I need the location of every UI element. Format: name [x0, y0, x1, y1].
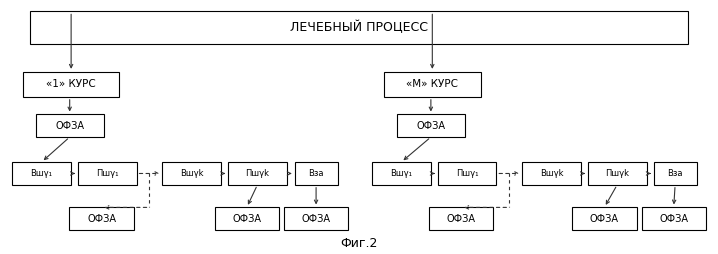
FancyBboxPatch shape [572, 208, 636, 230]
Text: Пшγk: Пшγk [246, 169, 269, 178]
Text: ОФЗА: ОФЗА [447, 214, 476, 224]
FancyBboxPatch shape [23, 72, 119, 97]
FancyBboxPatch shape [12, 162, 71, 185]
Text: Вшγk: Вшγk [540, 169, 563, 178]
Text: Вшγk: Вшγk [180, 169, 203, 178]
Text: Пшγ₁: Пшγ₁ [96, 169, 118, 178]
FancyBboxPatch shape [215, 208, 279, 230]
Text: «1» КУРС: «1» КУРС [46, 79, 96, 89]
FancyBboxPatch shape [70, 208, 134, 230]
FancyBboxPatch shape [438, 162, 496, 185]
FancyBboxPatch shape [162, 162, 221, 185]
Text: Пшγ₁: Пшγ₁ [456, 169, 478, 178]
FancyBboxPatch shape [284, 208, 348, 230]
Text: «M» КУРС: «M» КУРС [406, 79, 458, 89]
Text: ОФЗА: ОФЗА [55, 121, 84, 131]
Text: ОФЗА: ОФЗА [659, 214, 688, 224]
Text: Вшγ₁: Вшγ₁ [390, 169, 412, 178]
FancyBboxPatch shape [397, 115, 465, 137]
FancyBboxPatch shape [228, 162, 286, 185]
FancyBboxPatch shape [429, 208, 493, 230]
FancyBboxPatch shape [522, 162, 581, 185]
FancyBboxPatch shape [30, 11, 688, 44]
FancyBboxPatch shape [294, 162, 337, 185]
FancyBboxPatch shape [372, 162, 431, 185]
Text: Пшγk: Пшγk [605, 169, 629, 178]
Text: ОФЗА: ОФЗА [416, 121, 445, 131]
FancyBboxPatch shape [653, 162, 696, 185]
FancyBboxPatch shape [78, 162, 136, 185]
Text: ОФЗА: ОФЗА [232, 214, 261, 224]
Text: Вза: Вза [308, 169, 324, 178]
Text: Вшγ₁: Вшγ₁ [30, 169, 52, 178]
Text: ОФЗА: ОФЗА [87, 214, 116, 224]
Text: Вза: Вза [667, 169, 683, 178]
FancyBboxPatch shape [384, 72, 480, 97]
Text: ЛЕЧЕБНЫЙ ПРОЦЕСС: ЛЕЧЕБНЫЙ ПРОЦЕСС [290, 21, 428, 35]
Text: ОФЗА: ОФЗА [302, 214, 330, 224]
FancyBboxPatch shape [36, 115, 103, 137]
Text: Фиг.2: Фиг.2 [340, 237, 378, 250]
Text: ОФЗА: ОФЗА [589, 214, 619, 224]
FancyBboxPatch shape [588, 162, 646, 185]
FancyBboxPatch shape [641, 208, 706, 230]
